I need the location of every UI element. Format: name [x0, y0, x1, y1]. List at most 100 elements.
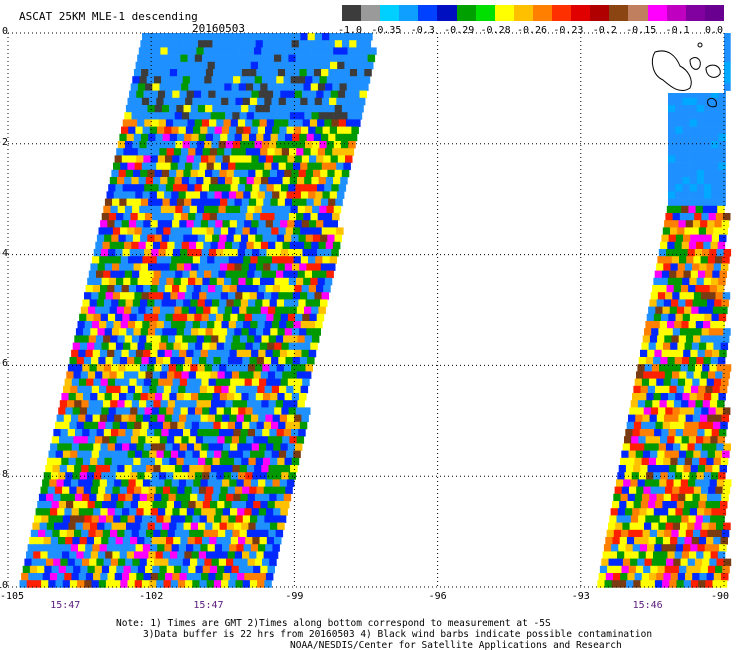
- data-cell: [173, 148, 182, 156]
- colorbar-segment: [437, 5, 457, 21]
- data-cell: [252, 342, 261, 351]
- data-cell: [182, 47, 190, 55]
- data-cell: [230, 119, 239, 127]
- data-cell: [679, 565, 687, 574]
- data-cell: [214, 33, 222, 41]
- data-cell: [248, 457, 256, 466]
- data-cell: [288, 342, 297, 351]
- data-cell: [120, 162, 128, 171]
- data-cell: [212, 40, 220, 48]
- data-cell: [220, 421, 229, 430]
- data-cell: [178, 385, 186, 394]
- data-cell: [644, 328, 652, 336]
- data-cell: [704, 184, 712, 192]
- data-cell: [166, 148, 175, 156]
- data-cell: [675, 148, 683, 156]
- data-cell: [689, 191, 698, 199]
- data-cell: [158, 54, 167, 63]
- data-cell: [95, 306, 103, 315]
- data-cell: [694, 213, 702, 221]
- data-cell: [197, 141, 205, 149]
- data-cell: [673, 558, 681, 567]
- data-cell: [269, 169, 278, 178]
- data-cell: [699, 573, 707, 581]
- data-cell: [130, 83, 139, 91]
- data-cell: [694, 249, 703, 257]
- data-cell: [142, 544, 151, 552]
- data-cell: [280, 285, 288, 293]
- data-cell: [668, 198, 676, 207]
- data-cell: [142, 450, 150, 459]
- data-cell: [294, 220, 302, 228]
- data-cell: [142, 385, 150, 394]
- data-cell: [239, 47, 248, 55]
- data-cell: [139, 270, 147, 279]
- data-cell: [260, 241, 269, 250]
- data-cell: [225, 529, 233, 538]
- data-cell: [261, 47, 269, 55]
- data-cell: [284, 169, 292, 178]
- data-cell: [246, 47, 255, 55]
- data-cell: [147, 105, 155, 113]
- data-cell: [712, 385, 721, 394]
- data-cell: [269, 76, 277, 84]
- data-cell: [228, 191, 237, 199]
- data-cell: [304, 270, 313, 279]
- data-cell: [163, 580, 171, 588]
- data-cell: [99, 385, 107, 394]
- data-cell: [265, 414, 273, 423]
- data-cell: [164, 61, 172, 70]
- data-cell: [704, 191, 712, 199]
- data-cell: [304, 47, 312, 55]
- data-cell: [226, 522, 235, 531]
- data-cell: [121, 285, 130, 293]
- data-cell: [88, 335, 97, 343]
- data-cell: [287, 349, 295, 358]
- data-cell: [689, 148, 698, 156]
- data-cell: [289, 112, 298, 120]
- data-cell: [86, 537, 95, 545]
- data-cell: [174, 501, 182, 509]
- data-cell: [687, 364, 696, 372]
- data-cell: [103, 270, 111, 279]
- data-cell: [204, 429, 213, 437]
- data-cell: [267, 371, 276, 379]
- data-cell: [322, 256, 330, 264]
- data-cell: [173, 277, 182, 286]
- data-cell: [220, 198, 228, 207]
- data-cell: [346, 54, 354, 63]
- data-cell: [55, 515, 64, 523]
- data-cell: [183, 169, 191, 178]
- data-cell: [144, 342, 153, 351]
- data-cell: [91, 321, 100, 329]
- data-cell: [200, 285, 209, 293]
- data-cell: [286, 450, 294, 459]
- data-cell: [207, 61, 216, 70]
- data-cell: [294, 414, 302, 423]
- data-cell: [186, 90, 195, 99]
- data-cell: [168, 141, 176, 149]
- data-cell: [133, 263, 142, 271]
- data-cell: [71, 378, 80, 387]
- data-cell: [667, 436, 675, 444]
- data-cell: [140, 522, 148, 531]
- data-cell: [126, 263, 134, 271]
- data-cell: [229, 220, 238, 228]
- data-cell: [723, 76, 731, 84]
- data-cell: [259, 249, 267, 257]
- data-cell: [100, 249, 109, 257]
- data-cell: [219, 457, 228, 466]
- data-cell: [85, 479, 93, 487]
- data-cell: [97, 328, 105, 336]
- data-cell: [683, 580, 692, 588]
- data-cell: [662, 306, 670, 315]
- data-cell: [694, 407, 702, 415]
- data-cell: [160, 335, 169, 343]
- data-cell: [623, 515, 632, 523]
- data-cell: [274, 407, 282, 415]
- data-cell: [19, 580, 27, 588]
- data-cell: [170, 421, 178, 430]
- data-cell: [231, 371, 240, 379]
- data-cell: [644, 443, 652, 451]
- data-cell: [250, 385, 258, 394]
